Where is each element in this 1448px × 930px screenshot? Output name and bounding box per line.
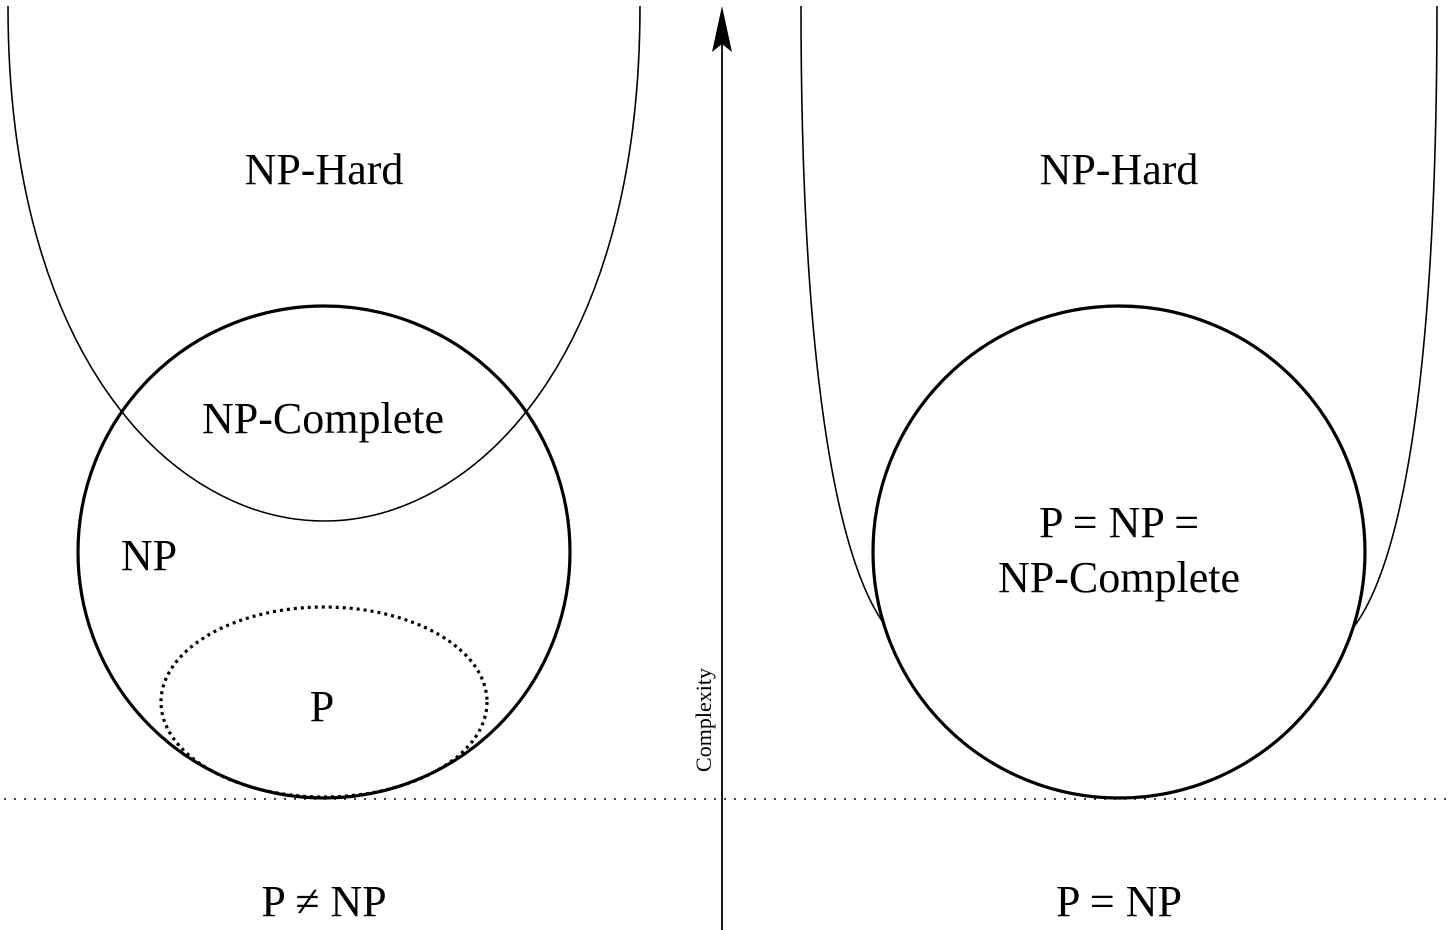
right-center-line1: P = NP =	[1039, 498, 1199, 547]
right-caption: P = NP	[1056, 877, 1182, 926]
right-p-np-circle	[871, 304, 1367, 800]
right-np-hard-label: NP-Hard	[1040, 145, 1199, 194]
left-np-label: NP	[121, 531, 177, 580]
left-np-complete-label: NP-Complete	[202, 394, 444, 443]
left-p-ellipse	[159, 605, 489, 799]
left-np-circle	[76, 304, 572, 800]
left-p-label: P	[310, 682, 334, 731]
right-center-line2: NP-Complete	[998, 553, 1240, 602]
left-caption: P ≠ NP	[261, 877, 386, 926]
left-np-hard-boundary	[7, 5, 641, 522]
left-np-hard-label: NP-Hard	[245, 145, 404, 194]
complexity-axis-label: Complexity	[691, 668, 716, 772]
complexity-axis-arrowhead	[712, 6, 732, 52]
